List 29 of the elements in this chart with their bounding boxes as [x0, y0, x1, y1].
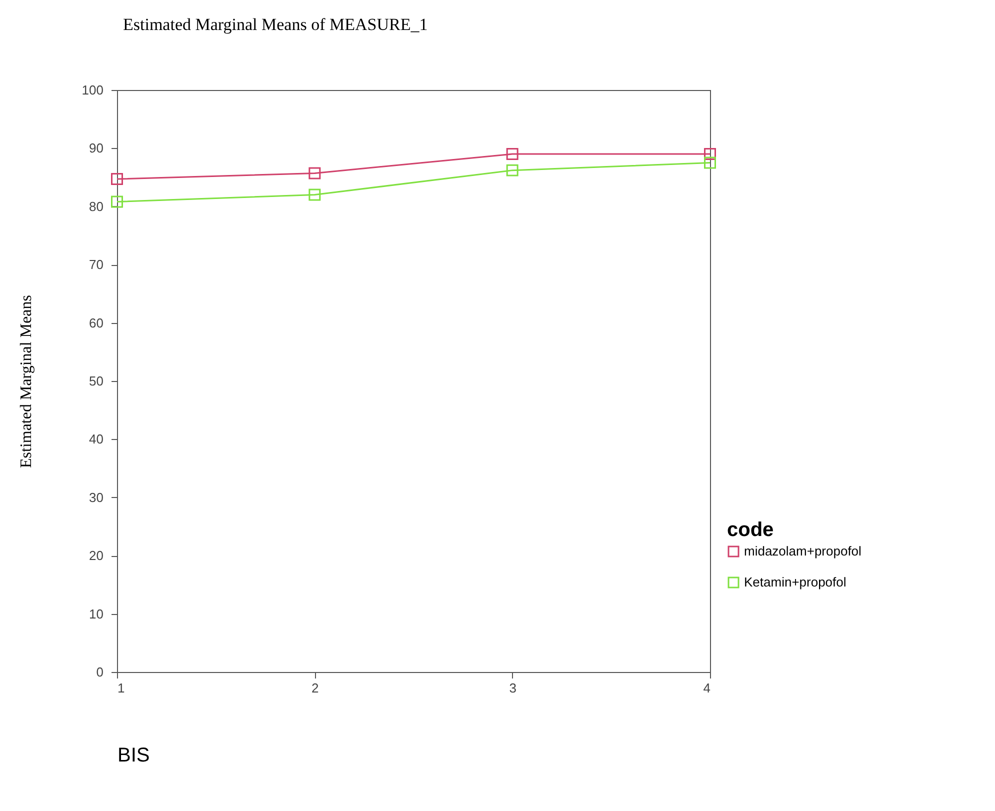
y-tick-label: 0 [96, 664, 104, 680]
point [704, 156, 716, 169]
y-tick-label: 80 [89, 198, 104, 214]
y-tick-label: 100 [82, 82, 104, 98]
chart-title: Estimated Marginal Means of MEASURE_1 [123, 15, 428, 34]
point [506, 148, 518, 160]
point [704, 148, 716, 160]
x-tick-label: 1 [118, 680, 125, 696]
y-tick-label: 70 [89, 257, 104, 272]
y-tick-label: 90 [89, 140, 104, 156]
y-tick-label: 20 [89, 548, 104, 564]
point [308, 188, 321, 201]
x-tick-label: 4 [703, 680, 710, 696]
x-tick-label: 3 [509, 680, 516, 696]
point [308, 167, 321, 180]
point [111, 173, 123, 186]
y-axis-title: Estimated Marginal Means [18, 295, 35, 468]
legend-label: Ketamin+propofol [744, 574, 846, 590]
legend-label: midazolam+propofol [744, 544, 862, 558]
y-tick-label: 50 [89, 374, 104, 388]
y-tick-label: 60 [89, 315, 104, 330]
y-tick-label: 30 [89, 490, 104, 505]
x-tick-label: 2 [312, 680, 319, 696]
legend-title: code [727, 519, 774, 541]
point [111, 196, 123, 208]
point [506, 164, 518, 176]
y-tick-label: 40 [89, 432, 104, 447]
y-tick-label: 10 [89, 606, 104, 622]
x-axis-title: BIS [118, 744, 150, 766]
